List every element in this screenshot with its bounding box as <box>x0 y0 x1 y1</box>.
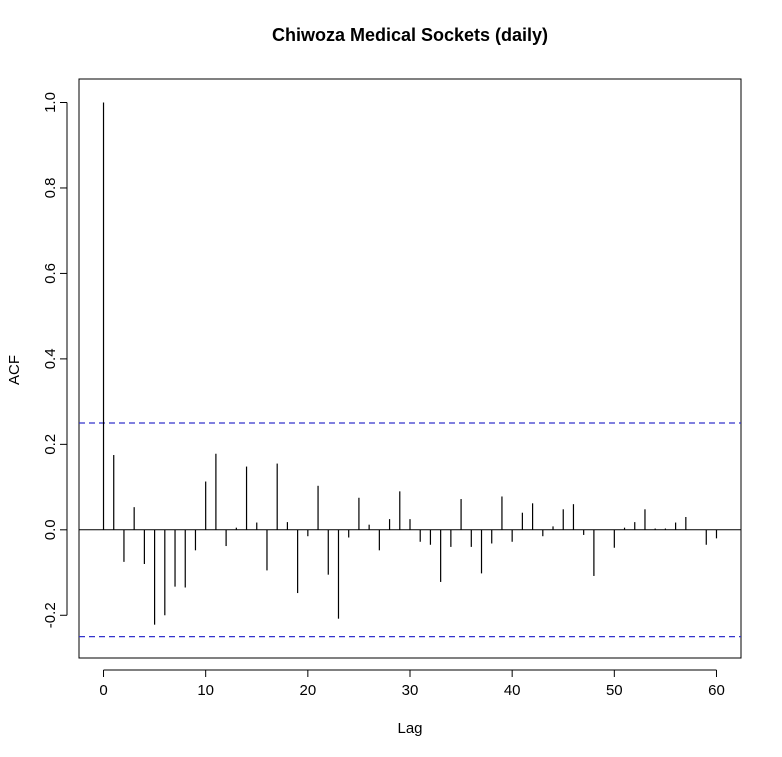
y-tick-label: 0.0 <box>42 519 59 540</box>
x-tick-label: 50 <box>606 682 623 699</box>
plot-frame <box>78 78 742 659</box>
x-tick-label: 30 <box>402 682 419 699</box>
x-tick-label: 40 <box>504 682 521 699</box>
y-axis-label: ACF <box>6 355 23 385</box>
x-tick-label: 20 <box>299 682 316 699</box>
y-tick-label: -0.2 <box>42 602 59 628</box>
y-tick-label: 0.6 <box>42 263 59 284</box>
acf-bars <box>102 102 718 625</box>
x-axis-label: Lag <box>397 720 422 737</box>
x-tick-label: 10 <box>197 682 214 699</box>
y-axis: -0.2 0.0 0.2 0.4 0.6 0.8 1.0 <box>42 92 68 628</box>
x-tick-label: 60 <box>708 682 725 699</box>
y-tick-label: 1.0 <box>42 92 59 113</box>
chart-title: Chiwoza Medical Sockets (daily) <box>272 25 548 45</box>
y-tick-label: 0.4 <box>42 348 59 369</box>
x-axis: 0 10 20 30 40 50 60 <box>99 669 725 699</box>
x-tick-label: 0 <box>99 682 107 699</box>
y-tick-label: 0.8 <box>42 178 59 199</box>
y-tick-label: 0.2 <box>42 434 59 455</box>
